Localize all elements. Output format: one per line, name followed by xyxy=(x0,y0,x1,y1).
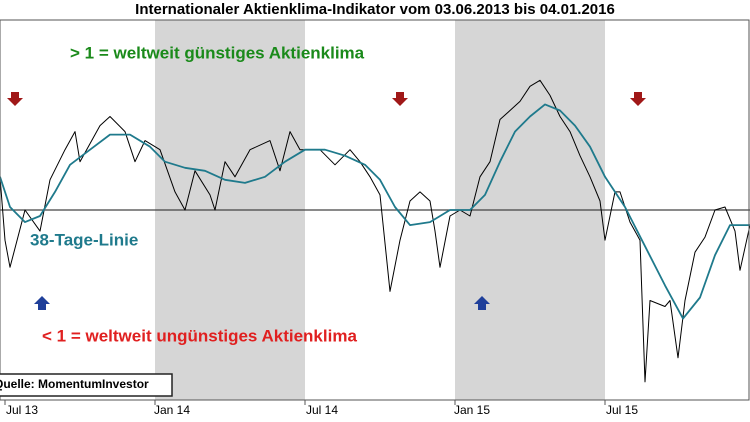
up-arrow xyxy=(474,296,490,310)
source: Quelle: MomentumInvestor xyxy=(0,377,149,391)
x-tick-label: Jul 14 xyxy=(306,403,338,417)
series-label: 38-Tage-Linie xyxy=(30,230,138,249)
x-axis: Jul 13 Jan 14 Jul 14 Jan 15 Jul 15 xyxy=(4,400,638,417)
x-tick-label: Jul 13 xyxy=(6,403,38,417)
arrows xyxy=(7,92,646,310)
chart-title: Internationaler Aktienklima-Indikator vo… xyxy=(135,1,615,18)
x-tick-label: Jul 15 xyxy=(606,403,638,417)
series-line xyxy=(0,79,750,383)
series-line xyxy=(0,103,750,320)
plot xyxy=(0,79,750,383)
plot-frame xyxy=(0,19,750,401)
down-arrow xyxy=(630,92,646,106)
up-arrow xyxy=(34,296,50,310)
down-arrow xyxy=(392,92,408,106)
x-tick-label: Jan 14 xyxy=(154,403,190,417)
upper-annotation: > 1 = weltweit günstiges Aktienklima xyxy=(70,43,365,62)
x-tick-label: Jan 15 xyxy=(454,403,490,417)
down-arrow xyxy=(7,92,23,106)
lower-annotation: < 1 = weltweit ungünstiges Aktienklima xyxy=(42,326,357,345)
source-box xyxy=(0,373,173,397)
